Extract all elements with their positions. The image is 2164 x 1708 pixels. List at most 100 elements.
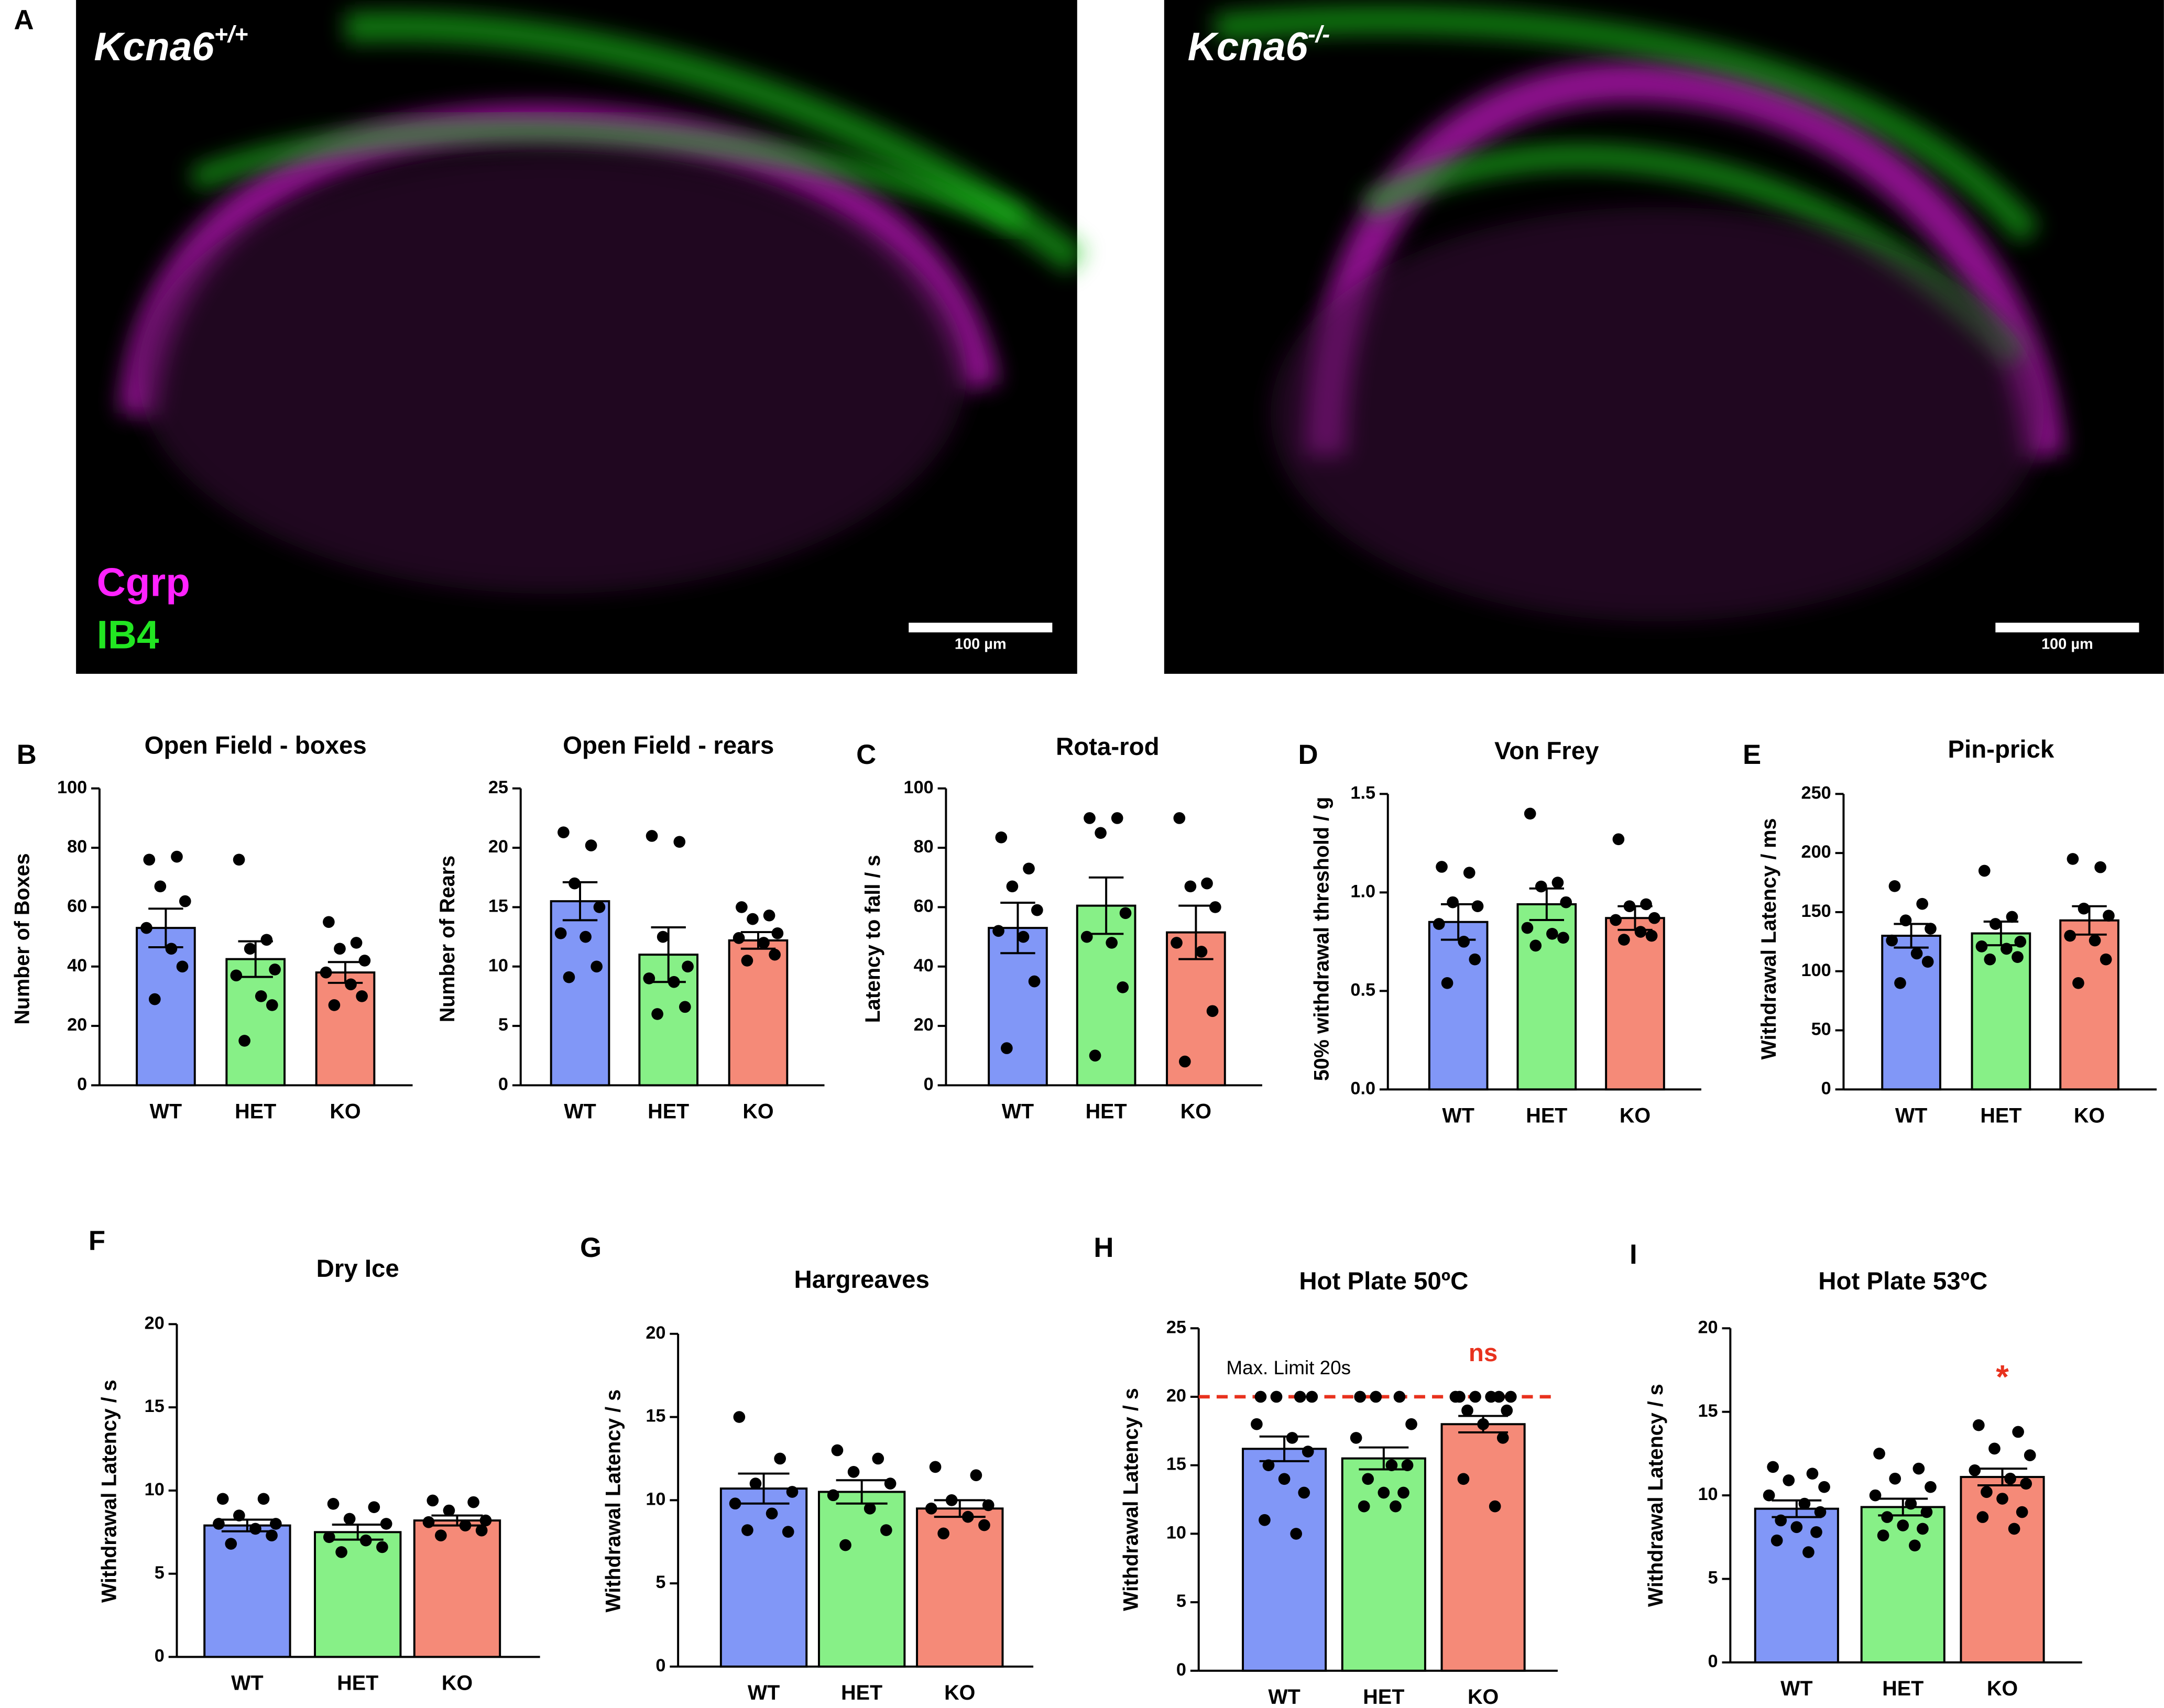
data-point: [1535, 880, 1547, 893]
data-point: [992, 925, 1004, 937]
y-tick-label: 10: [1698, 1484, 1718, 1504]
y-tick-label: 0.5: [1350, 980, 1375, 1000]
chart: B Open Field - boxes Number of Boxes 0 20 40 6…: [10, 731, 413, 1123]
y-tick-label: 1.0: [1350, 881, 1375, 901]
data-point: [749, 1477, 762, 1490]
data-point: [1089, 1049, 1101, 1062]
y-axis-label: Withdrawal Latency / s: [1120, 1388, 1143, 1611]
data-point: [2012, 951, 2024, 964]
data-point: [646, 830, 658, 842]
stain-band: [189, 119, 1026, 232]
data-point: [978, 1519, 990, 1531]
data-point: [1798, 1497, 1811, 1510]
data-point: [1612, 833, 1625, 846]
data-point: [1975, 940, 1988, 952]
data-point: [864, 1502, 876, 1515]
chart-title: Pin-prick: [1948, 736, 2054, 763]
data-point: [593, 901, 606, 913]
data-point: [1028, 975, 1041, 988]
chart: C Rota-rod Latency to fall / s 0 20 40 60 80 100…: [856, 733, 1262, 1123]
data-point: [1897, 1519, 1909, 1531]
data-point: [643, 972, 655, 984]
x-tick-label: HET: [1882, 1677, 1923, 1700]
x-tick-label: KO: [944, 1681, 975, 1704]
y-tick-label: 150: [1801, 901, 1831, 921]
data-point: [747, 913, 759, 925]
y-tick-label: 60: [914, 896, 934, 916]
y-tick-label: 0: [77, 1074, 87, 1094]
y-tick-label: 0: [1821, 1078, 1831, 1098]
data-point: [1790, 1521, 1803, 1534]
data-point: [786, 1486, 799, 1498]
data-point: [1469, 1391, 1481, 1403]
data-point: [427, 1494, 439, 1507]
data-point: [1290, 1528, 1303, 1540]
x-tick-label: HET: [1363, 1685, 1404, 1708]
y-tick-label: 10: [1166, 1523, 1186, 1542]
data-point: [165, 943, 178, 955]
data-point: [1084, 812, 1096, 824]
data-point: [782, 1526, 794, 1538]
data-point: [1393, 1391, 1406, 1403]
data-point: [422, 1516, 435, 1528]
data-point: [2024, 1449, 2036, 1461]
data-point: [880, 1524, 892, 1536]
data-point: [1810, 1526, 1822, 1538]
data-point: [1504, 1391, 1517, 1403]
data-point: [1385, 1459, 1398, 1472]
data-point: [1529, 939, 1542, 952]
y-tick-label: 0: [655, 1656, 665, 1676]
data-point: [1645, 929, 1658, 942]
data-point: [1496, 1432, 1509, 1444]
data-point: [872, 1452, 884, 1465]
chart: I Hot Plate 53ºC Withdrawal Latency / s 0 5 1…: [1630, 1239, 2082, 1700]
data-point: [1989, 918, 2002, 930]
x-tick-label: HET: [1526, 1104, 1567, 1127]
data-point: [1111, 812, 1123, 824]
data-point: [2078, 902, 2090, 915]
data-point: [929, 1461, 942, 1473]
data-point: [334, 943, 346, 955]
marker-label: IB4: [97, 613, 159, 658]
bar: [1860, 1506, 1946, 1664]
data-point: [741, 955, 753, 967]
data-point: [1981, 1486, 1993, 1498]
data-point: [1648, 912, 1660, 924]
y-tick-label: 80: [67, 837, 87, 857]
data-point: [763, 909, 775, 922]
data-point: [839, 1539, 851, 1551]
y-tick-label: 0: [1176, 1660, 1186, 1680]
data-point: [585, 839, 597, 851]
data-point: [847, 1466, 860, 1478]
data-point: [2016, 1506, 2028, 1518]
data-point: [328, 999, 341, 1011]
y-tick-label: 250: [1801, 783, 1831, 803]
chart-title: Dry Ice: [316, 1255, 399, 1283]
data-point: [982, 1499, 994, 1512]
data-point: [1806, 1468, 1819, 1480]
x-tick-label: HET: [648, 1100, 689, 1123]
data-point: [475, 1524, 488, 1537]
data-point: [1362, 1473, 1374, 1485]
data-point: [1469, 953, 1481, 966]
bar: [1428, 921, 1489, 1091]
data-point: [260, 934, 273, 946]
data-point: [679, 1001, 691, 1013]
chart-title: Hot Plate 50ºC: [1299, 1267, 1468, 1295]
data-point: [1521, 922, 1534, 934]
data-point: [2001, 943, 2013, 955]
data-point: [1925, 923, 1937, 935]
y-tick-label: 0: [498, 1074, 508, 1094]
data-point: [270, 1518, 282, 1530]
chart-title: Rota-rod: [1056, 733, 1160, 761]
data-point: [1195, 946, 1208, 958]
y-tick-label: 5: [155, 1563, 165, 1583]
data-point: [1201, 877, 1213, 890]
chart: Open Field - rears Number of Rears 0 5 10 15 2…: [436, 731, 825, 1123]
data-point: [1095, 827, 1107, 839]
data-point: [1171, 937, 1183, 949]
y-axis-label: Number of Rears: [436, 856, 459, 1022]
x-tick-label: WT: [1442, 1104, 1474, 1127]
scale-bar: [1995, 622, 2139, 633]
panel-letter: A: [14, 5, 34, 36]
